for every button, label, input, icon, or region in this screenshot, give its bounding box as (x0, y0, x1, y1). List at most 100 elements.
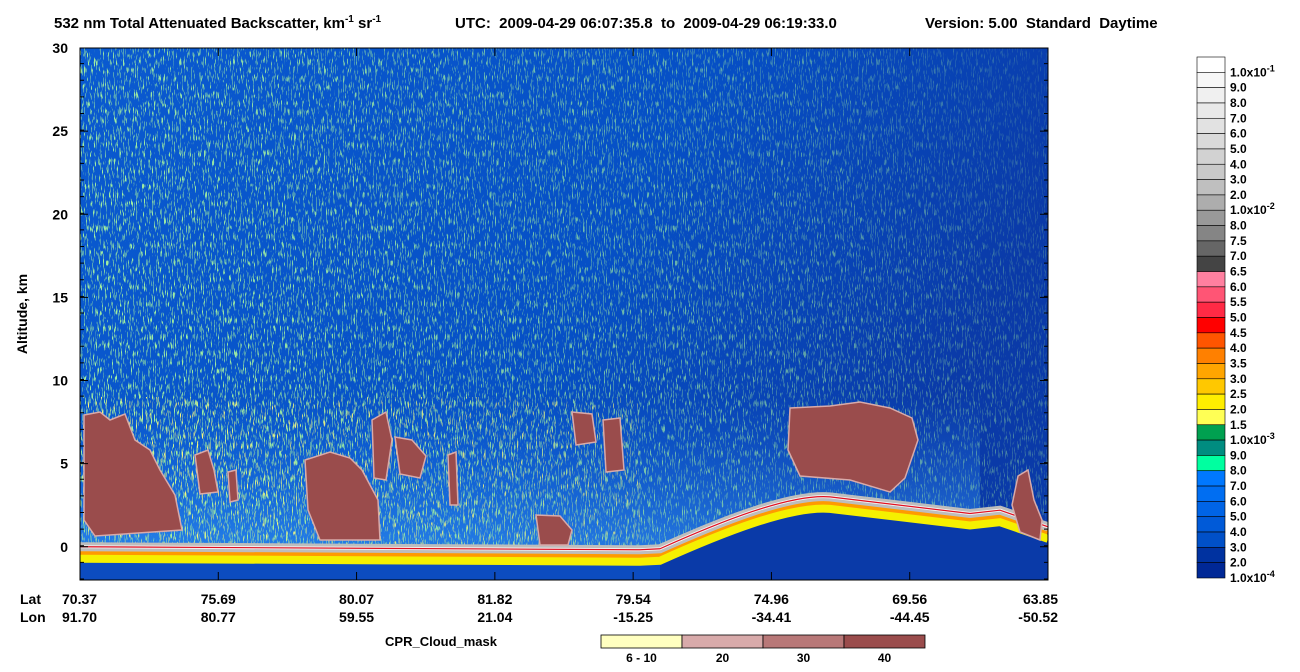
colorbar-label: 5.0 (1230, 142, 1247, 156)
colorbar-label: 8.0 (1230, 96, 1247, 110)
mask-title: CPR_Cloud_mask (385, 634, 498, 649)
time-range: UTC: 2009-04-29 06:07:35.8 to 2009-04-29… (455, 15, 837, 32)
surface-line (80, 496, 1048, 551)
colorbar-label: 5.0 (1230, 311, 1247, 325)
cloud (394, 436, 427, 479)
surface-yellow (80, 504, 1048, 566)
colorbar-box (1196, 194, 1226, 211)
x-tick-label-lat: 75.69 (201, 591, 236, 607)
colorbar-label: 2.0 (1230, 402, 1247, 416)
colorbar-label: 3.0 (1230, 173, 1247, 187)
x-tick-label-lon: 59.55 (339, 609, 374, 625)
colorbar-box (1196, 501, 1226, 518)
colorbar-label-text: 1.0x10 (1230, 433, 1267, 447)
mask-box (843, 634, 926, 649)
colorbar-label-text: 6.5 (1230, 265, 1247, 279)
version: Version: 5.00 Standard Daytime (925, 15, 1158, 32)
colorbar-label: 3.0 (1230, 540, 1247, 554)
colorbar-box (1196, 393, 1226, 410)
mask-box (762, 634, 845, 649)
x-tick-label-lon: -50.52 (1018, 609, 1058, 625)
colorbar-label: 4.0 (1230, 157, 1247, 171)
colorbar-box (1196, 485, 1226, 502)
colorbar-box (1196, 87, 1226, 104)
colorbar-label: 6.0 (1230, 494, 1247, 508)
colorbar-box (1196, 301, 1226, 318)
cloud (83, 411, 183, 537)
colorbar-label: 6.5 (1230, 265, 1247, 279)
colorbar-label: 2.0 (1230, 188, 1247, 202)
x-row-label: Lon (20, 609, 46, 625)
surface-dark-below (80, 496, 1048, 580)
colorbar-label-text: 1.5 (1230, 418, 1247, 432)
colorbar-label-text: 6.0 (1230, 280, 1247, 294)
colorbar-label: 1.0x10-3 (1230, 431, 1275, 447)
noise-layer (80, 48, 1048, 580)
x-tick-label-lat: 70.37 (62, 591, 97, 607)
colorbar-label: 6.0 (1230, 127, 1247, 141)
cloud (194, 449, 219, 495)
cloud (571, 411, 597, 446)
colorbar-box (1196, 72, 1226, 88)
colorbar-box (1196, 516, 1226, 533)
mask-label: 40 (878, 651, 892, 665)
colorbar-label: 4.0 (1230, 341, 1247, 355)
colorbar-box (1196, 332, 1226, 349)
colorbar-box (1196, 439, 1226, 456)
cloud (304, 451, 381, 541)
colorbar-label: 7.0 (1230, 249, 1247, 263)
colorbar-label-text: 3.5 (1230, 356, 1247, 370)
colorbar-label-text: 2.0 (1230, 556, 1247, 570)
colorbar-label-sup: -4 (1267, 569, 1275, 579)
colorbar-box (1196, 148, 1226, 165)
colorbar-label-text: 2.0 (1230, 402, 1247, 416)
colorbar-label-text: 7.0 (1230, 479, 1247, 493)
colorbar-box (1196, 133, 1226, 150)
colorbar-label-text: 4.5 (1230, 326, 1247, 340)
colorbar-label: 3.5 (1230, 356, 1247, 370)
colorbar-label-text: 8.0 (1230, 96, 1247, 110)
y-axis-label: Altitude, km (14, 274, 30, 354)
cloud (371, 410, 393, 481)
cloud (787, 401, 919, 493)
colorbar-label: 9.0 (1230, 81, 1247, 95)
colorbar-box (1196, 470, 1226, 487)
colorbar-label-text: 7.0 (1230, 111, 1247, 125)
colorbar-label: 4.5 (1230, 326, 1247, 340)
x-tick-label-lat: 80.07 (339, 591, 374, 607)
colorbar-label-text: 1.0x10 (1230, 203, 1267, 217)
colorbar-box (1196, 347, 1226, 364)
colorbar-label: 7.0 (1230, 111, 1247, 125)
y-tick-label: 0 (60, 539, 68, 555)
title-part: 532 nm Total Attenuated Backscatter, km (54, 15, 345, 32)
colorbar-label: 5.0 (1230, 510, 1247, 524)
surface-orange (80, 493, 1048, 563)
colorbar-box (1196, 102, 1226, 119)
y-tick-label: 15 (52, 289, 68, 305)
colorbar-label-text: 3.0 (1230, 372, 1247, 386)
colorbar-label-text: 2.5 (1230, 387, 1247, 401)
colorbar-label-text: 6.0 (1230, 494, 1247, 508)
x-tick-label-lon: 80.77 (201, 609, 236, 625)
colorbar-label-sup: -2 (1267, 201, 1275, 211)
colorbar-label: 7.0 (1230, 479, 1247, 493)
x-tick-label-lon: -15.25 (613, 609, 653, 625)
cloud (447, 450, 459, 506)
colorbar-box (1196, 378, 1226, 395)
colorbar-box (1196, 409, 1226, 426)
colorbar-label: 1.5 (1230, 418, 1247, 432)
y-tick-label: 30 (52, 40, 68, 56)
colorbar-box (1196, 56, 1226, 73)
colorbar-box (1196, 363, 1226, 380)
colorbar-box (1196, 562, 1226, 579)
x-tick-label-lon: -44.45 (890, 609, 930, 625)
colorbar-label-text: 8.0 (1230, 464, 1247, 478)
colorbar-label-text: 3.0 (1230, 540, 1247, 554)
colorbar-label: 8.0 (1230, 219, 1247, 233)
cloud (1011, 468, 1043, 542)
colorbar-label: 2.5 (1230, 387, 1247, 401)
cloud (227, 469, 239, 503)
x-tick-label-lon: -34.41 (752, 609, 792, 625)
colorbar-label-text: 4.0 (1230, 341, 1247, 355)
colorbar-box (1196, 179, 1226, 196)
